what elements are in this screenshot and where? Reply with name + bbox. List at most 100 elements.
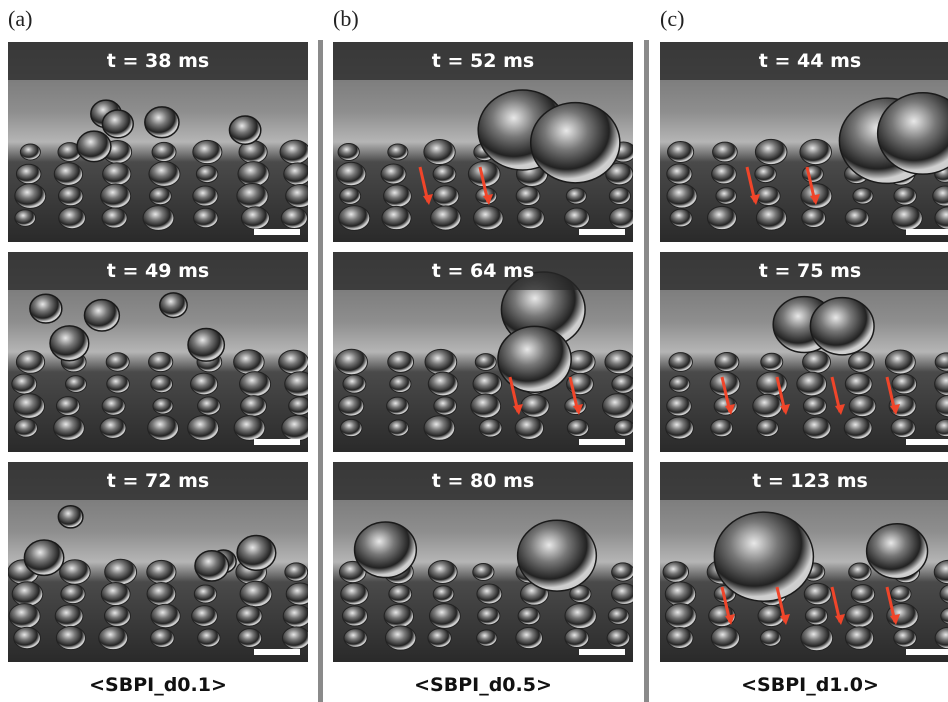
bubble	[234, 350, 265, 374]
bubble	[516, 186, 540, 205]
time-label: t = 72 ms	[8, 462, 308, 500]
bubble	[59, 207, 86, 228]
photo-frame: t = 64 ms	[333, 252, 633, 452]
caption: <SBPI_d1.0>	[660, 674, 948, 696]
bubble	[198, 397, 221, 415]
bubble	[756, 186, 780, 205]
bubble	[338, 143, 359, 160]
bubble	[715, 352, 739, 371]
photo-frame: t = 72 ms	[8, 462, 308, 662]
bubble	[152, 142, 176, 161]
bubble	[434, 397, 457, 415]
bubble	[194, 208, 218, 228]
bubble	[102, 208, 127, 228]
bubble	[612, 563, 633, 581]
bubble	[143, 206, 174, 231]
bubble	[711, 419, 733, 437]
bubble	[340, 419, 362, 436]
bubble	[388, 352, 414, 373]
photo-frame: t = 123 ms	[660, 462, 948, 662]
bubble	[477, 584, 502, 604]
bubble	[846, 605, 874, 628]
bubble	[191, 373, 218, 395]
bubble	[195, 551, 229, 581]
bubble	[238, 629, 261, 648]
bubble	[473, 564, 494, 581]
bubble	[516, 627, 543, 648]
bubble	[12, 374, 37, 394]
bubble	[282, 415, 308, 440]
bubble	[343, 375, 366, 393]
bubble	[60, 560, 91, 584]
bubble	[240, 581, 272, 606]
bubble	[237, 184, 268, 209]
bubble	[612, 375, 633, 394]
bubble	[20, 144, 40, 160]
time-label: t = 75 ms	[660, 252, 948, 290]
scale-bar	[579, 439, 625, 445]
bubble	[24, 540, 63, 575]
bubble	[105, 559, 137, 585]
panel-label: (b)	[333, 6, 359, 32]
bubble	[149, 187, 171, 204]
bubble	[713, 142, 738, 162]
time-label: t = 52 ms	[333, 42, 633, 80]
bubble	[100, 418, 126, 439]
bubble	[845, 373, 872, 394]
bubble	[14, 394, 45, 419]
bubble	[478, 607, 500, 625]
bubble	[844, 417, 872, 439]
scale-bar	[906, 439, 948, 445]
bubble	[344, 629, 367, 648]
bubble	[612, 584, 633, 605]
bubble	[153, 398, 173, 414]
bubble	[607, 629, 630, 647]
bubble	[801, 625, 833, 650]
bubble	[339, 396, 364, 416]
bubble	[666, 417, 694, 439]
bubble	[101, 184, 131, 208]
bubble	[55, 605, 83, 627]
bubble	[387, 397, 409, 415]
bubble	[58, 186, 82, 206]
bubble	[424, 416, 455, 441]
bubble	[285, 563, 308, 581]
bubble	[753, 394, 782, 417]
bubble	[892, 206, 923, 230]
bubble	[428, 560, 457, 583]
bubble	[30, 294, 62, 323]
bubble	[802, 208, 826, 227]
bubble	[279, 350, 308, 374]
bubble	[188, 416, 219, 441]
bubble	[891, 418, 915, 437]
bubble	[473, 206, 503, 230]
bubble	[149, 162, 180, 187]
bubble	[193, 140, 222, 163]
bubble	[342, 606, 367, 626]
bubble	[241, 396, 267, 417]
bubble	[849, 352, 875, 372]
bubble	[77, 131, 111, 161]
bubble	[802, 166, 823, 183]
bubble	[608, 608, 629, 625]
bubble	[384, 185, 412, 207]
bubble	[101, 582, 130, 605]
bubble	[670, 209, 692, 227]
time-label: t = 38 ms	[8, 42, 308, 80]
bubble	[668, 142, 694, 163]
bubble	[498, 326, 571, 392]
bubble	[433, 165, 456, 183]
bubble	[565, 603, 596, 628]
panel-label: (c)	[660, 6, 684, 32]
bubble	[892, 374, 917, 394]
bubble	[341, 583, 369, 605]
bubble	[849, 563, 871, 581]
bubble	[16, 164, 40, 184]
bubble	[602, 394, 633, 419]
bubble	[9, 604, 40, 629]
bubble	[194, 585, 216, 603]
bubble	[853, 188, 873, 204]
bubble	[605, 350, 633, 374]
bubble	[54, 163, 82, 186]
bubble	[433, 186, 459, 207]
